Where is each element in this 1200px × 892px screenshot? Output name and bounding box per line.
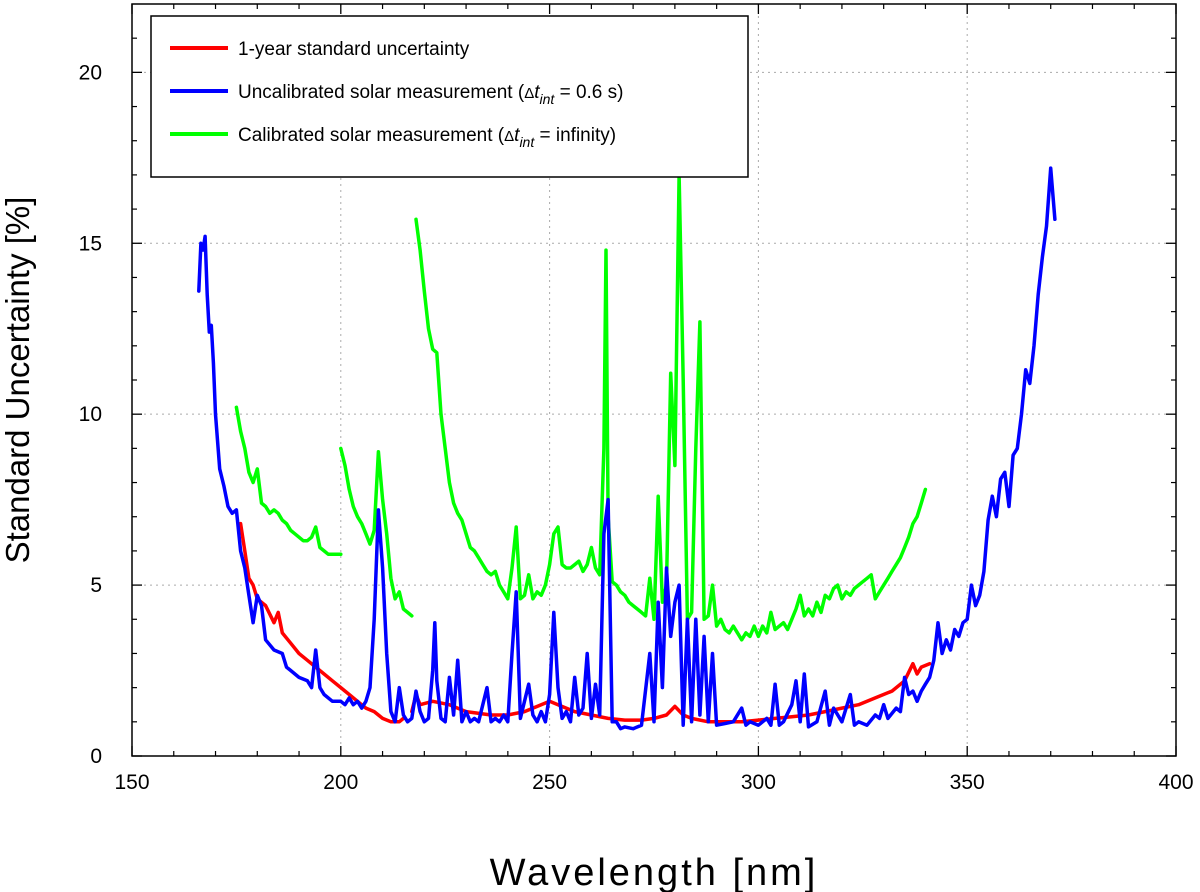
series-line-calibrated <box>339 446 414 618</box>
x-axis-tick-labels: 150 200 250 300 350 400 <box>114 771 1193 794</box>
x-tick-label: 250 <box>532 771 567 794</box>
axis-ticks <box>131 4 1177 757</box>
y-tick-label: 5 <box>90 574 102 597</box>
legend-label-uncalibrated: Uncalibrated solar measurement (Δtint = … <box>238 82 623 107</box>
legend: 1-year standard uncertainty Uncalibrated… <box>150 15 749 178</box>
y-tick-label: 20 <box>79 61 102 84</box>
x-tick-label: 200 <box>323 771 358 794</box>
series-line-uncalibrated <box>197 166 1057 731</box>
x-tick-label: 400 <box>1158 771 1193 794</box>
series-line-1-year-uncertainty <box>410 661 932 724</box>
y-tick-label: 15 <box>79 232 102 255</box>
series-line-calibrated <box>234 405 343 557</box>
legend-label-1-year: 1-year standard uncertainty <box>238 39 470 60</box>
y-axis-tick-labels: 0 5 10 15 20 <box>79 61 102 768</box>
series-lines <box>197 166 1057 731</box>
x-tick-label: 350 <box>950 771 985 794</box>
y-tick-label: 10 <box>79 403 102 426</box>
x-tick-label: 300 <box>741 771 776 794</box>
legend-label-calibrated: Calibrated solar measurement (Δtint = in… <box>238 125 616 150</box>
legend-box <box>150 15 749 178</box>
x-axis-title: Wavelength [nm] <box>490 852 819 892</box>
x-tick-label: 150 <box>114 771 149 794</box>
y-tick-label: 0 <box>90 745 102 768</box>
y-axis-title: Standard Uncertainty [%] <box>0 197 36 564</box>
series-line-calibrated <box>414 173 928 642</box>
